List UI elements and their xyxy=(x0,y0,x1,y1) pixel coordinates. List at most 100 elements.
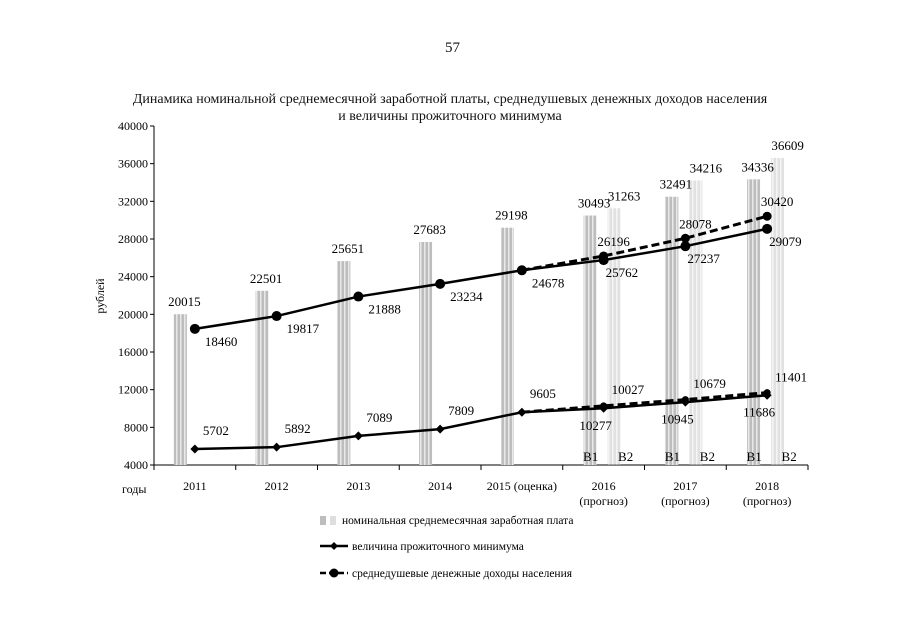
income-point-variant2 xyxy=(680,233,690,243)
wage-bar-label: 30493 xyxy=(578,196,611,211)
subsistence-variant2-label: 10277 xyxy=(579,418,612,433)
page-number: 57 xyxy=(445,40,460,56)
category-label: 2015 (оценка) xyxy=(487,479,557,493)
income-point xyxy=(353,291,364,302)
lines xyxy=(189,211,773,454)
variant-label-b2: В2 xyxy=(700,449,715,464)
wage-bar xyxy=(337,261,351,465)
income-variant2-label: 30420 xyxy=(761,194,794,209)
subsistence-label: 5702 xyxy=(203,423,229,438)
bars xyxy=(173,157,785,465)
legend-marker-income xyxy=(329,568,339,578)
legend-swatch-wage-variant2 xyxy=(330,516,336,525)
wage-bar-variant2 xyxy=(607,208,621,465)
wage-bar xyxy=(255,290,269,465)
income-variant2-label: 28078 xyxy=(679,216,712,231)
y-tick-label: 20000 xyxy=(118,307,148,321)
category-label: 2011 xyxy=(183,479,207,493)
wage-bar-variant2-label: 36609 xyxy=(771,138,804,153)
y-tick-label: 12000 xyxy=(118,383,148,397)
wage-bar-variant2 xyxy=(689,180,703,465)
axes: 4000 8000 12000 16000 20000 24000 28000 32000 36… xyxy=(93,119,809,496)
y-tick-label: 40000 xyxy=(118,119,148,133)
y-tick-label: 24000 xyxy=(118,270,148,284)
income-label: 24678 xyxy=(532,275,565,290)
category-label: 2012 xyxy=(265,479,289,493)
subsistence-point xyxy=(517,407,527,417)
wage-bar-label: 25651 xyxy=(332,241,365,256)
subsistence-point-variant2 xyxy=(600,402,608,410)
income-point-variant2 xyxy=(599,251,609,261)
wage-bar-variant2-label: 34216 xyxy=(690,160,723,175)
subsistence-label: 7089 xyxy=(366,410,392,425)
income-variant2-label: 26196 xyxy=(597,234,630,249)
legend-label-wage: номинальная среднемесячная заработная пл… xyxy=(342,515,573,527)
subsistence-point xyxy=(353,431,363,441)
category-labels: 2011 2012 2013 2014 2015 (оценка) 2016(прогно… xyxy=(183,479,791,508)
category-sublabel: (прогноз) xyxy=(579,494,628,508)
wage-bar xyxy=(665,196,679,465)
wage-bar xyxy=(173,314,187,465)
wage-bar-variant2-label: 31263 xyxy=(608,188,641,203)
variant-label-b1: В1 xyxy=(665,449,680,464)
y-tick-label: 36000 xyxy=(118,157,148,171)
subsistence-point-variant2 xyxy=(681,396,689,404)
subsistence-point xyxy=(190,444,200,454)
subsistence-label: 11401 xyxy=(775,369,807,384)
income-label: 21888 xyxy=(368,302,401,317)
subsistence-variant2-label: 10945 xyxy=(661,412,694,427)
legend-label-subsistence: величина прожиточного минимума xyxy=(352,541,524,553)
variant-label-b1: В1 xyxy=(747,449,762,464)
wage-bar xyxy=(500,227,514,465)
subsistence-point xyxy=(435,424,445,434)
y-tick-label: 4000 xyxy=(124,458,148,472)
x-axis-label: годы xyxy=(122,482,146,496)
subsistence-label: 10027 xyxy=(612,382,645,397)
wage-bar xyxy=(583,215,597,465)
variant-label-b2: В2 xyxy=(782,449,797,464)
category-label: 2018 xyxy=(755,479,779,493)
y-tick-label: 32000 xyxy=(118,194,148,208)
income-point xyxy=(435,278,446,289)
chart-title: Динамика номинальной среднемесячной зара… xyxy=(132,92,768,124)
subsistence-variant2-label: 11686 xyxy=(743,405,776,420)
category-label: 2017 xyxy=(673,479,697,493)
income-label: 23234 xyxy=(450,289,483,304)
variant-label-b2: В2 xyxy=(618,449,633,464)
legend-marker-subsistence xyxy=(330,542,338,550)
subsistence-label: 7809 xyxy=(448,403,474,418)
income-point xyxy=(516,265,527,276)
income-point xyxy=(680,241,691,252)
income-label: 25762 xyxy=(606,265,639,280)
subsistence-point xyxy=(272,442,282,452)
y-axis-label: рублей xyxy=(93,278,107,314)
income-point xyxy=(762,223,773,234)
data-labels: 20015 22501 25651 27683 29198 30493 32491 34336… xyxy=(168,138,807,464)
category-label: 2016 xyxy=(592,479,616,493)
income-label: 18460 xyxy=(205,334,238,349)
subsistence-label: 9605 xyxy=(530,386,556,401)
subsistence-label: 10679 xyxy=(693,376,726,391)
subsistence-point-variant2 xyxy=(763,389,771,397)
category-label: 2014 xyxy=(428,479,452,493)
legend-label-income: среднедушевые денежные доходы населения xyxy=(352,568,573,580)
income-point xyxy=(271,311,282,322)
legend: номинальная среднемесячная заработная пл… xyxy=(320,515,573,580)
category-sublabel: (прогноз) xyxy=(743,494,792,508)
legend-swatch-wage xyxy=(320,516,326,525)
income-label: 29079 xyxy=(769,234,802,249)
income-line xyxy=(194,227,768,331)
subsistence-label: 5892 xyxy=(285,421,311,436)
income-label: 19817 xyxy=(287,321,320,336)
wage-bar-label: 34336 xyxy=(741,159,774,174)
income-line-variant2 xyxy=(521,214,768,272)
y-tick-label: 8000 xyxy=(124,420,148,434)
wage-bar-label: 22501 xyxy=(250,271,283,286)
y-tick-label: 16000 xyxy=(118,345,148,359)
subsistence-line xyxy=(194,394,768,451)
y-tick-label: 28000 xyxy=(118,232,148,246)
wage-bar-label: 27683 xyxy=(413,222,446,237)
wage-bar-label: 29198 xyxy=(495,208,528,223)
wage-bar xyxy=(419,241,433,465)
